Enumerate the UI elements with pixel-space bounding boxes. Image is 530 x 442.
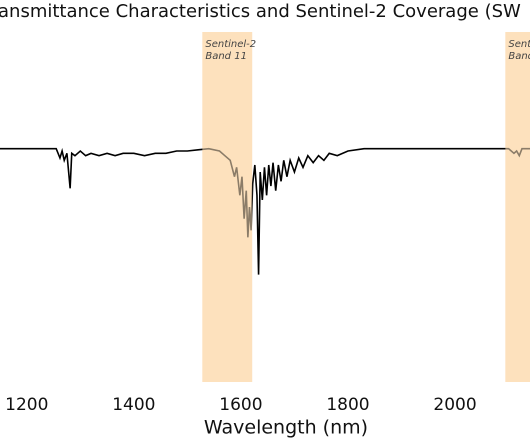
x-tick-label: 1400 [112,395,155,415]
band-label: Band 12 [508,51,530,62]
spectrum-line [0,147,530,275]
x-tick-label: 1800 [326,395,369,415]
plot-layer [0,147,530,275]
x-tick-label: 2000 [433,395,476,415]
band-overlay [505,32,530,382]
band-label: Sentinel-2 [205,39,256,50]
band-label: Sentinel-2 [508,39,530,50]
band-label: Band 11 [205,51,247,62]
chart-title: ansmittance Characteristics and Sentinel… [0,1,521,22]
x-tick-label: 1600 [219,395,262,415]
x-axis-label: Wavelength (nm) [204,417,368,439]
band-overlay [202,32,253,382]
x-tick-label: 1200 [5,395,48,415]
